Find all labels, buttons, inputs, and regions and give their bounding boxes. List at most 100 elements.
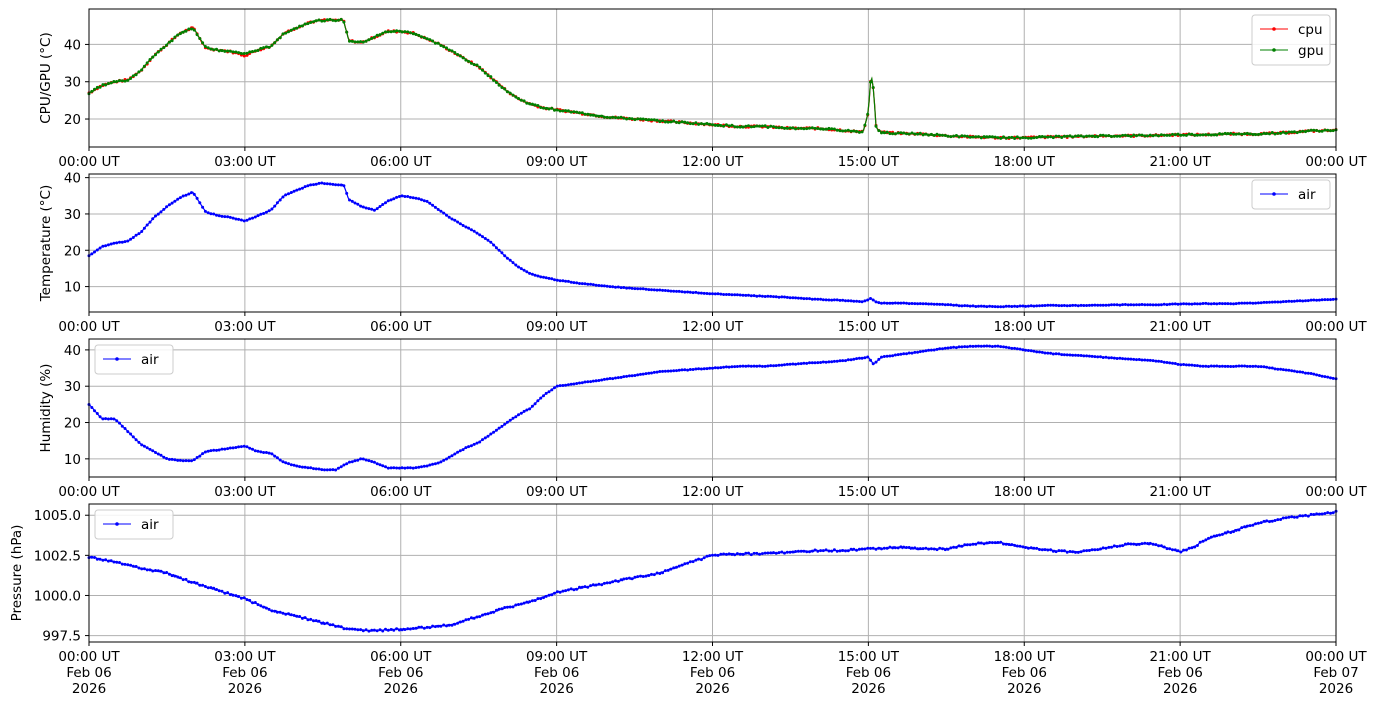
data-point: [1287, 368, 1291, 372]
data-point: [425, 464, 429, 468]
data-point: [1176, 549, 1180, 553]
data-point: [727, 293, 731, 296]
data-point: [256, 449, 260, 453]
data-point: [1071, 353, 1075, 357]
data-point: [483, 436, 487, 440]
data-point: [129, 77, 133, 80]
data-point: [1218, 364, 1222, 368]
data-point: [547, 276, 551, 280]
data-point: [517, 413, 520, 417]
data-point: [902, 352, 906, 356]
data-point: [641, 117, 645, 121]
data-point: [874, 300, 878, 304]
data-point: [794, 550, 798, 553]
data-point: [838, 129, 842, 133]
data-point: [1007, 543, 1011, 546]
data-point: [384, 465, 387, 469]
data-point: [849, 129, 853, 133]
data-point: [1090, 303, 1094, 307]
data-point: [361, 205, 365, 209]
data-point: [223, 591, 227, 595]
data-point: [927, 348, 931, 352]
series-markers-air: [87, 181, 1338, 309]
data-point: [988, 344, 992, 348]
data-point: [1060, 549, 1064, 553]
data-point: [1099, 355, 1102, 359]
data-point: [181, 459, 185, 463]
data-point: [154, 451, 157, 454]
data-point: [644, 118, 648, 121]
data-point: [630, 577, 634, 581]
data-point: [295, 614, 299, 618]
data-point: [353, 459, 357, 463]
x-tick-label: 00:00 UT: [1305, 319, 1367, 335]
data-point: [464, 58, 468, 62]
data-point: [1315, 373, 1319, 377]
data-point: [386, 199, 390, 203]
data-point: [1259, 365, 1263, 369]
data-point: [1301, 514, 1305, 518]
data-point: [1254, 522, 1258, 526]
data-point: [489, 432, 493, 436]
data-point: [1076, 134, 1080, 138]
y-tick-label: 10: [64, 452, 81, 468]
data-point: [941, 133, 944, 137]
data-point: [1148, 358, 1152, 362]
data-point: [808, 361, 811, 365]
data-point: [963, 304, 967, 308]
data-point: [1279, 367, 1283, 371]
data-point: [1032, 304, 1036, 308]
data-point: [907, 302, 911, 306]
data-point: [827, 549, 831, 553]
data-point: [1085, 304, 1089, 307]
data-point: [963, 345, 967, 349]
data-point: [716, 124, 720, 127]
data-point: [1046, 548, 1050, 552]
data-point: [1190, 363, 1194, 367]
data-point: [821, 549, 825, 553]
data-point: [866, 298, 870, 302]
data-point: [575, 587, 579, 591]
data-point: [156, 50, 160, 54]
data-point: [475, 231, 479, 235]
data-point: [492, 243, 496, 247]
data-point: [741, 293, 745, 297]
data-point: [508, 91, 512, 95]
data-point: [367, 207, 371, 211]
data-point: [938, 347, 942, 351]
data-point: [101, 558, 105, 562]
data-point: [1209, 535, 1213, 539]
data-point: [888, 132, 892, 136]
data-point: [580, 111, 584, 115]
data-point: [198, 454, 202, 458]
data-point: [910, 302, 914, 305]
data-point: [677, 289, 681, 293]
data-point: [675, 565, 678, 569]
data-point: [525, 408, 529, 412]
data-point: [1129, 542, 1133, 546]
data-point: [877, 129, 881, 133]
data-point: [104, 417, 108, 421]
data-point: [564, 383, 568, 387]
data-point: [503, 254, 507, 258]
data-point: [1060, 353, 1064, 357]
data-point: [478, 65, 482, 69]
data-point: [389, 466, 393, 470]
data-point: [1157, 303, 1161, 307]
data-point: [578, 381, 581, 385]
data-point: [1232, 530, 1235, 534]
data-point: [1140, 303, 1144, 306]
data-point: [1082, 304, 1086, 307]
data-point: [644, 574, 648, 578]
legend-box: [1251, 14, 1331, 66]
data-point: [1132, 357, 1136, 361]
data-point: [428, 626, 432, 630]
data-point: [505, 420, 509, 424]
data-point: [1298, 130, 1302, 134]
data-point: [539, 275, 543, 279]
data-point: [1074, 134, 1077, 138]
data-point: [1209, 364, 1213, 368]
data-point: [553, 386, 556, 390]
data-point: [284, 461, 288, 465]
data-point: [1309, 128, 1313, 132]
